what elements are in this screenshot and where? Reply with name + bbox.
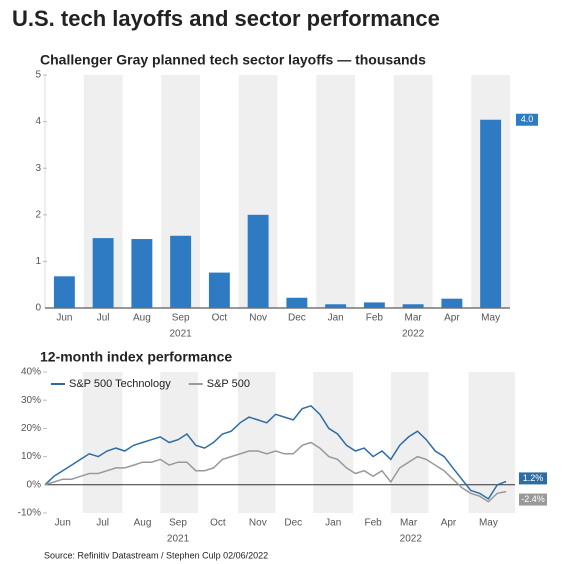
x-tick-label: Oct bbox=[210, 518, 226, 529]
end-label: 1.2% bbox=[523, 473, 544, 483]
legend-label: S&P 500 bbox=[207, 378, 250, 390]
x-tick-label: Apr bbox=[444, 313, 460, 324]
x-tick-label: Jul bbox=[97, 313, 110, 324]
band-shade bbox=[390, 372, 429, 513]
legend-label: S&P 500 Technology bbox=[69, 378, 171, 390]
x-tick-label: Sep bbox=[169, 518, 187, 529]
page-title: U.S. tech layoffs and sector performance bbox=[12, 6, 440, 31]
x-tick-label: Jun bbox=[56, 313, 72, 324]
bar bbox=[480, 119, 502, 309]
band-shade bbox=[468, 372, 515, 513]
y-tick-label: -10% bbox=[18, 508, 41, 519]
x-tick-label: Mar bbox=[400, 518, 418, 529]
y-tick-label: 4 bbox=[35, 116, 41, 127]
bar bbox=[363, 302, 385, 308]
y-tick-label: 20% bbox=[21, 423, 41, 434]
bar bbox=[92, 238, 114, 308]
value-label: 4.0 bbox=[521, 114, 534, 124]
y-tick-label: 1 bbox=[35, 256, 41, 267]
x-tick-label: May bbox=[479, 518, 498, 529]
bar bbox=[247, 214, 269, 308]
x-tick-label: Oct bbox=[212, 313, 228, 324]
end-label: -2.4% bbox=[521, 494, 545, 504]
band-shade bbox=[393, 75, 433, 308]
band-shade bbox=[316, 75, 355, 308]
band-shade bbox=[313, 372, 354, 513]
x-tick-label: Feb bbox=[366, 313, 384, 324]
y-tick-label: 3 bbox=[35, 163, 41, 174]
x-tick-label: Aug bbox=[133, 313, 151, 324]
bar bbox=[170, 235, 192, 308]
series-line bbox=[44, 404, 507, 500]
x-tick-label: Nov bbox=[249, 518, 267, 529]
y-tick-label: 0 bbox=[35, 303, 41, 314]
bar bbox=[325, 304, 347, 308]
x-tick-label: Dec bbox=[284, 518, 302, 529]
x-tick-label: May bbox=[481, 313, 500, 324]
x-tick-label: Jun bbox=[55, 518, 71, 529]
source: Source: Refinitiv Datastream / Stephen C… bbox=[44, 550, 268, 560]
series-line bbox=[44, 441, 507, 503]
y-tick-label: 10% bbox=[21, 451, 41, 462]
x-tick-label: Nov bbox=[249, 313, 267, 324]
x-tick-label: Jan bbox=[325, 518, 341, 529]
bar bbox=[53, 276, 75, 308]
x-tick-label: Feb bbox=[364, 518, 382, 529]
end-label-box bbox=[519, 472, 547, 485]
year-label: 2022 bbox=[402, 329, 425, 340]
x-tick-label: Mar bbox=[405, 313, 423, 324]
year-label: 2021 bbox=[167, 534, 190, 545]
bar bbox=[208, 272, 230, 308]
x-tick-label: Aug bbox=[134, 518, 152, 529]
x-tick-label: Jul bbox=[96, 518, 109, 529]
bar bbox=[131, 239, 153, 308]
chart-title: 12-month index performance bbox=[40, 349, 232, 365]
y-tick-label: 40% bbox=[21, 367, 41, 378]
x-tick-label: Jan bbox=[328, 313, 344, 324]
bar bbox=[402, 304, 424, 308]
value-label-box bbox=[516, 113, 538, 126]
x-tick-label: Apr bbox=[441, 518, 457, 529]
end-label-box bbox=[519, 493, 547, 506]
chart-title: Challenger Gray planned tech sector layo… bbox=[40, 52, 426, 68]
bar bbox=[441, 298, 463, 308]
y-tick-label: 0% bbox=[27, 479, 42, 490]
bar bbox=[286, 297, 308, 308]
year-label: 2021 bbox=[170, 329, 193, 340]
year-label: 2022 bbox=[400, 534, 423, 545]
band-shade bbox=[82, 372, 123, 513]
y-tick-label: 2 bbox=[35, 209, 41, 220]
x-tick-label: Dec bbox=[288, 313, 306, 324]
band-shade bbox=[160, 372, 198, 513]
y-tick-label: 30% bbox=[21, 395, 41, 406]
band-shade bbox=[237, 372, 276, 513]
x-tick-label: Sep bbox=[172, 313, 190, 324]
y-tick-label: 5 bbox=[35, 70, 41, 81]
